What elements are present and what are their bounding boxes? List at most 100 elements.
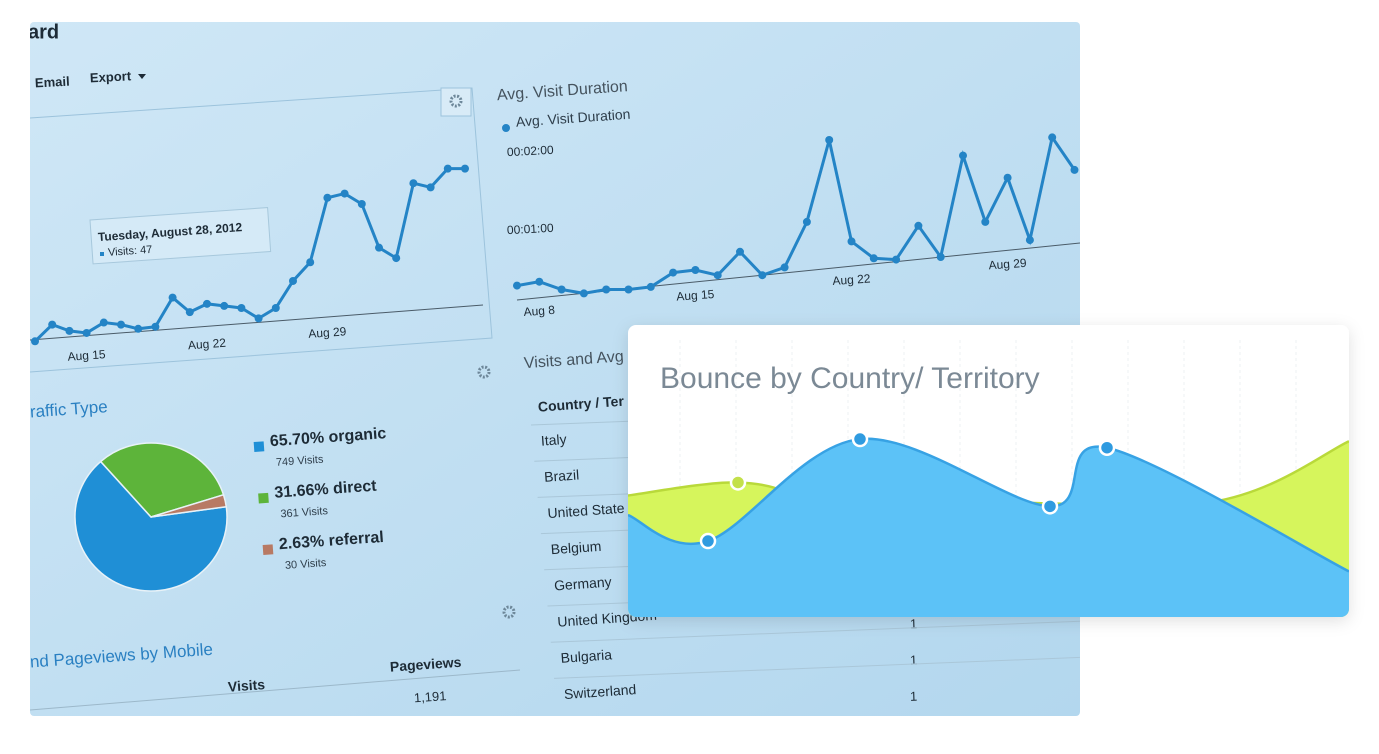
duration-point [736, 247, 744, 256]
legend-swatch [262, 544, 274, 555]
duration-point [579, 289, 588, 298]
duration-point [624, 285, 633, 294]
country-name: Switzerland [563, 681, 636, 702]
pie-sublabel: 30 Visits [285, 557, 328, 572]
settings-box [440, 87, 472, 117]
x-tick-label: Aug 15 [67, 347, 106, 364]
duration-point [892, 255, 901, 264]
section-title: Visits and Avg [523, 348, 624, 372]
duration-point [981, 217, 990, 226]
pie-sublabel: 361 Visits [280, 505, 329, 520]
duration-point [780, 263, 789, 272]
duration-point [713, 271, 722, 280]
visits-point [168, 293, 177, 302]
area-point [729, 474, 747, 491]
visits-point [82, 328, 91, 337]
area-fill [628, 438, 1349, 617]
legend-swatch [258, 492, 269, 504]
y-tick-label: 00:02:00 [507, 143, 555, 159]
visits-point [461, 164, 469, 173]
tooltip-marker [100, 252, 104, 256]
duration-point [1025, 236, 1034, 245]
country-name: Italy [540, 431, 567, 449]
x-tick-label: Aug 29 [988, 256, 1027, 273]
duration-point [914, 221, 923, 230]
table-header: Pageviews [389, 654, 462, 675]
country-name: Belgium [550, 538, 602, 557]
duration-point [802, 217, 811, 226]
gear-icon [449, 94, 463, 108]
row-rule [554, 656, 1080, 679]
table-cell: 1,191 [413, 688, 447, 705]
duration-point [1048, 133, 1057, 142]
duration-point [535, 277, 544, 286]
duration-point [513, 281, 521, 290]
visits-point [306, 258, 315, 267]
duration-point [646, 282, 655, 291]
duration-point [959, 151, 967, 160]
visits-point [323, 193, 332, 202]
visits-point [289, 276, 297, 285]
legend-marker [502, 124, 510, 132]
country-visits: 1 [910, 689, 918, 704]
area-point [699, 532, 717, 550]
pie-slice [99, 442, 225, 518]
visits-point [443, 164, 452, 173]
area-point [1041, 498, 1059, 515]
visits-point [203, 299, 211, 308]
visits-point [185, 308, 194, 317]
country-name: Germany [554, 574, 613, 594]
country-name: Brazil [544, 466, 580, 484]
duration-point [758, 271, 767, 280]
x-tick-label: Aug 15 [676, 287, 715, 304]
duration-point [825, 136, 834, 144]
duration-point [557, 285, 566, 294]
duration-point [936, 253, 945, 261]
visits-point [237, 304, 246, 312]
axis-line [30, 304, 484, 341]
visits-point [340, 189, 349, 198]
visits-point [392, 254, 401, 263]
tooltip-box [89, 207, 272, 265]
card-title: Bounce by Country/ Territory [660, 362, 1040, 395]
gear-icon [477, 365, 491, 379]
visits-point [65, 326, 74, 335]
visits-point [220, 301, 229, 310]
area-point [851, 430, 869, 448]
duration-point [669, 268, 678, 277]
table-header: Visits [227, 676, 265, 695]
visits-point [151, 322, 160, 331]
dashboard-title: ard [28, 21, 59, 43]
visits-point [31, 337, 39, 346]
duration-point [691, 266, 700, 274]
visits-point [409, 179, 418, 188]
visits-point [48, 320, 57, 329]
duration-point [1070, 165, 1079, 174]
tooltip-value: Visits: 47 [108, 244, 153, 259]
y-tick-label: 00:01:00 [507, 221, 555, 237]
area-point [1098, 439, 1116, 456]
duration-point [602, 285, 611, 294]
x-tick-label: Aug 22 [187, 336, 226, 353]
visits-point [375, 243, 383, 252]
visits-point [254, 314, 263, 323]
duration-point [869, 254, 878, 263]
visits-point [117, 320, 125, 329]
country-visits: 1 [910, 616, 918, 631]
x-tick-label: Aug 29 [308, 324, 347, 341]
bounce-card: Bounce by Country/ Territory [628, 325, 1349, 617]
country-name: Bulgaria [560, 646, 613, 666]
dropdown-arrow [138, 74, 146, 79]
row-rule [550, 620, 1080, 643]
duration-point [1003, 173, 1012, 182]
pie-sublabel: 749 Visits [276, 454, 325, 469]
x-tick-label: Aug 8 [523, 303, 556, 319]
x-tick-label: Aug 22 [832, 271, 871, 288]
legend-swatch [253, 441, 265, 452]
country-visits: 1 [910, 652, 918, 667]
table-header: Country / Ter [537, 393, 625, 415]
legend-label: Avg. Visit Duration [515, 106, 630, 130]
pie-slice [74, 460, 228, 592]
visits-point [134, 324, 143, 333]
